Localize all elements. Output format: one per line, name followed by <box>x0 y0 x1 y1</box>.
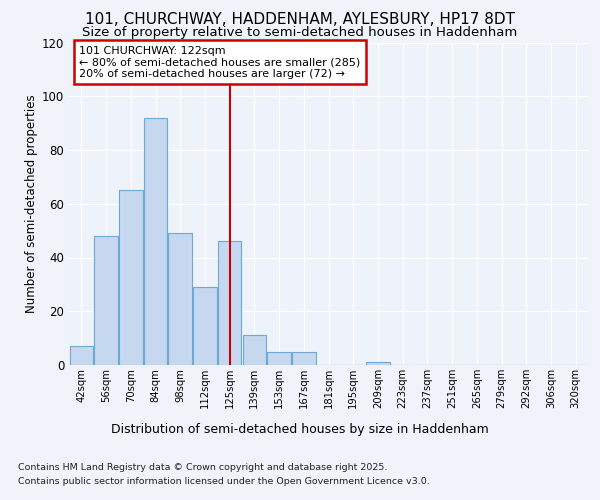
Text: 101 CHURCHWAY: 122sqm
← 80% of semi-detached houses are smaller (285)
20% of sem: 101 CHURCHWAY: 122sqm ← 80% of semi-deta… <box>79 46 361 79</box>
Bar <box>292 352 316 365</box>
Text: Contains HM Land Registry data © Crown copyright and database right 2025.: Contains HM Land Registry data © Crown c… <box>18 464 388 472</box>
Bar <box>193 287 217 365</box>
Bar <box>70 346 93 365</box>
Bar <box>268 352 291 365</box>
Bar <box>169 234 192 365</box>
Bar <box>119 190 143 365</box>
Text: 101, CHURCHWAY, HADDENHAM, AYLESBURY, HP17 8DT: 101, CHURCHWAY, HADDENHAM, AYLESBURY, HP… <box>85 12 515 28</box>
Bar <box>242 336 266 365</box>
Text: Distribution of semi-detached houses by size in Haddenham: Distribution of semi-detached houses by … <box>111 422 489 436</box>
Text: Contains public sector information licensed under the Open Government Licence v3: Contains public sector information licen… <box>18 477 430 486</box>
Text: Size of property relative to semi-detached houses in Haddenham: Size of property relative to semi-detach… <box>82 26 518 39</box>
Y-axis label: Number of semi-detached properties: Number of semi-detached properties <box>25 94 38 313</box>
Bar <box>144 118 167 365</box>
Bar <box>94 236 118 365</box>
Bar <box>218 242 241 365</box>
Bar <box>366 362 389 365</box>
